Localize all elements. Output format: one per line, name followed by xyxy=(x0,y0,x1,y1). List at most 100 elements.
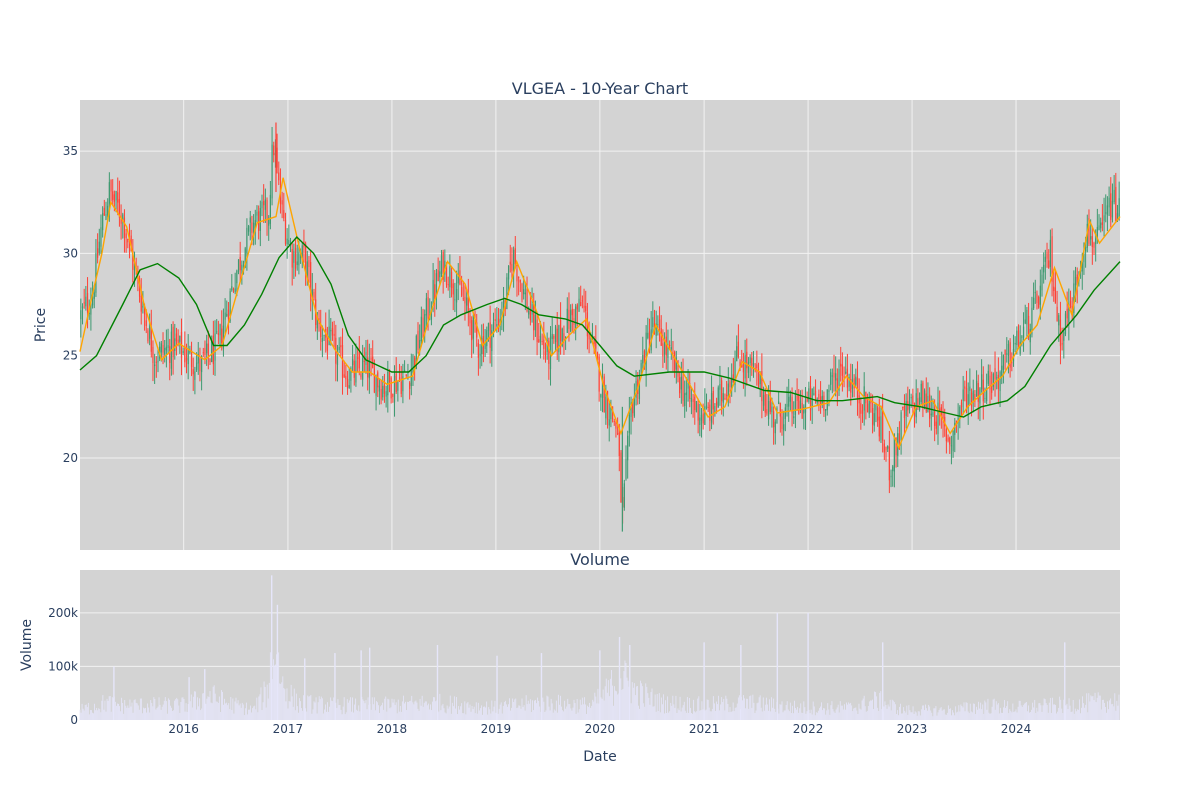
volume-bar xyxy=(185,703,187,720)
candle-body xyxy=(1116,213,1119,220)
candle-body xyxy=(288,239,290,245)
candle-body xyxy=(571,308,573,316)
volume-bar xyxy=(309,696,311,720)
volume-bar xyxy=(1097,692,1099,720)
volume-bar xyxy=(538,700,540,720)
candle-body xyxy=(544,351,547,356)
candle-body xyxy=(581,300,583,302)
volume-bar xyxy=(718,695,719,720)
candle-body xyxy=(714,406,716,415)
volume-bar xyxy=(461,703,463,720)
volume-bar xyxy=(552,712,554,720)
volume-bar xyxy=(820,706,821,720)
candle-body xyxy=(150,326,152,352)
volume-bar xyxy=(1093,700,1095,720)
volume-bar xyxy=(528,703,530,720)
volume-bar xyxy=(689,697,690,720)
volume-bar xyxy=(236,703,238,720)
volume-bar xyxy=(92,712,93,720)
volume-bar xyxy=(366,709,368,720)
volume-bar xyxy=(649,704,651,720)
candle-body xyxy=(1068,304,1070,323)
volume-bar xyxy=(594,692,596,720)
volume-bar xyxy=(304,658,306,720)
volume-bar xyxy=(988,712,990,720)
volume-bar xyxy=(507,706,508,720)
volume-bar xyxy=(796,709,797,720)
volume-bar xyxy=(202,693,204,720)
volume-bar xyxy=(394,704,396,720)
volume-bar xyxy=(1058,707,1060,720)
price-gridlines xyxy=(80,100,1120,550)
candle-body xyxy=(539,335,542,343)
candle-body xyxy=(845,371,847,374)
volume-bar xyxy=(983,713,985,720)
volume-bar xyxy=(940,707,942,720)
x-tick-label: 2022 xyxy=(793,722,824,736)
candle-body xyxy=(675,357,677,370)
volume-bar xyxy=(994,709,996,720)
candle-body xyxy=(222,325,225,349)
volume-bar xyxy=(120,711,121,720)
volume-bar xyxy=(563,711,565,720)
candle-body xyxy=(1100,222,1102,229)
volume-bar xyxy=(1110,698,1112,720)
volume-bar xyxy=(962,707,964,720)
volume-bar xyxy=(133,700,135,720)
candle-body xyxy=(375,376,377,396)
candle-body xyxy=(793,416,795,419)
candle-body xyxy=(774,421,776,434)
candle-body xyxy=(657,324,659,326)
volume-bar xyxy=(866,710,868,720)
volume-bar xyxy=(886,708,888,720)
volume-bar xyxy=(963,702,965,720)
volume-bar xyxy=(167,698,169,720)
candle-body xyxy=(284,219,287,244)
volume-bar xyxy=(666,713,667,720)
volume-bar xyxy=(966,702,968,720)
volume-bar xyxy=(722,701,724,720)
volume-bar xyxy=(395,702,397,720)
volume-bar xyxy=(885,704,887,720)
volume-bar xyxy=(789,702,791,720)
volume-bar xyxy=(798,712,800,720)
candle-body xyxy=(1064,313,1067,335)
candle-body xyxy=(992,373,994,387)
volume-bar xyxy=(325,704,326,720)
volume-bar xyxy=(868,701,870,720)
candle-body xyxy=(1098,225,1100,231)
volume-bar xyxy=(214,693,216,720)
volume-bar xyxy=(704,710,706,720)
candle-body xyxy=(575,306,577,330)
candle-body xyxy=(169,346,171,363)
candle-body xyxy=(107,205,109,217)
volume-bar xyxy=(145,707,146,720)
volume-bar xyxy=(99,709,101,720)
candle-body xyxy=(388,371,391,383)
volume-bar xyxy=(1024,702,1026,720)
candle-body xyxy=(177,339,179,345)
candle-body xyxy=(179,335,181,342)
volume-bar xyxy=(536,703,537,720)
volume-bar xyxy=(342,706,344,720)
candle-body xyxy=(471,320,473,341)
volume-bar xyxy=(357,710,359,720)
volume-bar xyxy=(923,705,924,720)
volume-bar xyxy=(582,704,584,720)
candle-body xyxy=(338,346,340,350)
volume-bar xyxy=(278,652,280,720)
volume-bar xyxy=(1064,642,1066,720)
candle-body xyxy=(185,357,188,361)
volume-bar xyxy=(434,697,436,720)
candle-body xyxy=(531,304,533,315)
volume-bar xyxy=(701,701,703,720)
candle-body xyxy=(898,433,901,443)
candle-body xyxy=(1063,331,1065,341)
volume-bar xyxy=(889,699,891,720)
volume-bar xyxy=(290,684,292,720)
volume-bar xyxy=(1077,709,1079,720)
volume-bar xyxy=(946,712,948,720)
volume-bar xyxy=(669,711,671,720)
volume-bar xyxy=(269,652,271,720)
